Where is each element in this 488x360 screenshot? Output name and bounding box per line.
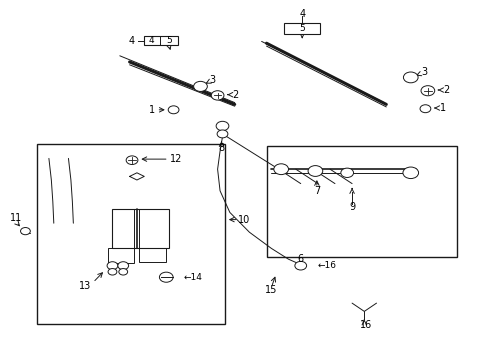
Circle shape [126, 156, 138, 165]
Circle shape [216, 121, 228, 131]
Text: 4: 4 [299, 9, 305, 19]
Text: 13: 13 [79, 281, 92, 291]
Text: 15: 15 [264, 285, 277, 295]
Circle shape [108, 269, 117, 275]
Circle shape [307, 166, 322, 176]
Text: ←16: ←16 [317, 261, 335, 270]
Bar [112, 209, 168, 248]
Circle shape [168, 106, 179, 114]
Text: 11: 11 [10, 213, 22, 223]
Bar [266, 146, 456, 257]
Text: 3: 3 [421, 67, 427, 77]
Circle shape [294, 261, 306, 270]
Text: 12: 12 [169, 154, 182, 164]
Circle shape [159, 272, 173, 282]
Text: 4: 4 [149, 36, 154, 45]
Circle shape [217, 130, 227, 138]
Text: 5: 5 [166, 36, 171, 45]
Circle shape [193, 81, 207, 91]
Bar [144, 36, 178, 45]
Text: 10: 10 [238, 215, 250, 225]
Text: 2: 2 [442, 85, 448, 95]
Circle shape [107, 262, 118, 270]
Text: 1: 1 [439, 103, 445, 113]
Circle shape [340, 168, 353, 177]
Text: ←14: ←14 [183, 273, 202, 282]
Text: 2: 2 [232, 90, 238, 100]
Circle shape [419, 105, 430, 113]
Circle shape [273, 164, 288, 175]
Bar [283, 23, 320, 34]
Circle shape [119, 269, 127, 275]
Circle shape [20, 228, 30, 235]
Circle shape [402, 167, 418, 179]
Text: 5: 5 [299, 24, 304, 33]
Circle shape [403, 72, 417, 83]
Text: 8: 8 [218, 143, 224, 153]
Bar [37, 144, 224, 324]
Circle shape [420, 86, 434, 96]
Text: 16: 16 [359, 320, 371, 330]
Text: 9: 9 [348, 202, 354, 212]
Text: 3: 3 [209, 75, 215, 85]
Bar [107, 248, 134, 263]
Text: 6: 6 [297, 254, 303, 264]
Circle shape [211, 91, 224, 100]
Text: 1: 1 [148, 105, 154, 115]
Circle shape [118, 262, 128, 270]
Text: 4: 4 [129, 36, 135, 45]
Text: 7: 7 [313, 186, 319, 196]
Bar [139, 248, 166, 262]
